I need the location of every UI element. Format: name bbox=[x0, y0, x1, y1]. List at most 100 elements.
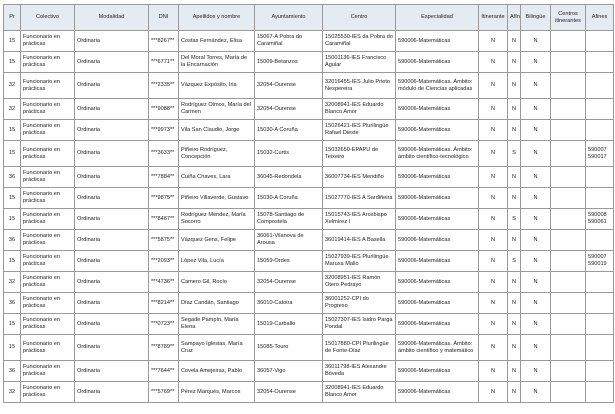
cell-dni: ***5875** bbox=[148, 229, 179, 251]
header-itinerante: Itinerante bbox=[478, 4, 508, 31]
cell-colectivo: Funcionario en prácticas bbox=[20, 292, 75, 314]
table-row: 36 Funcionario en prácticas Ordinaria ***82… bbox=[3, 292, 614, 314]
table-row: 32 Funcionario en prácticas Ordinaria ***23… bbox=[3, 72, 614, 99]
cell-itinerante: N bbox=[478, 140, 508, 167]
cell-itinerante: N bbox=[478, 229, 508, 251]
cell-colectivo: Funcionario en prácticas bbox=[20, 381, 75, 403]
cell-colectivo: Funcionario en prácticas bbox=[20, 72, 75, 99]
cell-pr: 32 bbox=[3, 271, 21, 293]
cell-modalidad: Ordinaria bbox=[74, 292, 149, 314]
cell-apellidos-nombre: López Vila, Lucía bbox=[178, 250, 255, 272]
table-row: 15 Funcionario en prácticas Ordinaria ***36… bbox=[3, 140, 614, 167]
cell-afin: N bbox=[507, 166, 521, 188]
cell-modalidad: Ordinaria bbox=[74, 140, 149, 167]
cell-centro: 15001136-IES Francisco Aguiar bbox=[322, 51, 396, 73]
cell-bilingue: N bbox=[520, 229, 551, 251]
cell-apellidos-nombre: Piñeiro Villaverde, Gustavo bbox=[178, 187, 255, 209]
cell-ayuntamiento: 32054-Ourense bbox=[254, 271, 323, 293]
cell-ayuntamiento: 15078-Santiago de Compostela bbox=[254, 208, 323, 230]
cell-pr: 36 bbox=[3, 292, 21, 314]
cell-dni: ***9973** bbox=[148, 119, 179, 141]
cell-pr: 36 bbox=[3, 229, 21, 251]
cell-apellidos-nombre: Covela Amejeiras, Pablo bbox=[178, 360, 255, 382]
cell-afin: N bbox=[507, 72, 521, 99]
cell-pr: 36 bbox=[3, 360, 21, 382]
cell-afines: 590007 590017 bbox=[585, 140, 614, 167]
cell-colectivo: Funcionario en prácticas bbox=[20, 140, 75, 167]
cell-ayuntamiento: 15009-Betanzos bbox=[254, 51, 323, 73]
cell-pr: 15 bbox=[3, 30, 21, 52]
cell-especialidad: 590006-Matemáticas. Ámbito: módulo de Ci… bbox=[395, 72, 479, 99]
cell-especialidad: 590006-Matemáticas bbox=[395, 292, 479, 314]
table-row: 32 Funcionario en prácticas Ordinaria ***47… bbox=[3, 271, 614, 293]
header-afines: Afines bbox=[585, 4, 614, 31]
cell-bilingue: N bbox=[520, 271, 551, 293]
cell-modalidad: Ordinaria bbox=[74, 250, 149, 272]
cell-modalidad: Ordinaria bbox=[74, 229, 149, 251]
cell-itinerante: N bbox=[478, 271, 508, 293]
cell-itinerante: N bbox=[478, 208, 508, 230]
cell-modalidad: Ordinaria bbox=[74, 187, 149, 209]
cell-centros-itinerantes bbox=[550, 72, 586, 99]
cell-modalidad: Ordinaria bbox=[74, 166, 149, 188]
cell-itinerante: N bbox=[478, 51, 508, 73]
cell-afines bbox=[585, 30, 614, 52]
cell-pr: 15 bbox=[3, 187, 21, 209]
cell-colectivo: Funcionario en prácticas bbox=[20, 313, 75, 335]
table-row: 32 Funcionario en prácticas Ordinaria ***57… bbox=[3, 381, 614, 403]
cell-centro: 32008951-IES Ramón Otero Pedrayo bbox=[322, 271, 396, 293]
cell-dni: ***2335** bbox=[148, 72, 179, 99]
cell-colectivo: Funcionario en prácticas bbox=[20, 250, 75, 272]
cell-centro: 32016455-IES Julio Prieto Nespereira bbox=[322, 72, 396, 99]
cell-apellidos-nombre: Sampayo Iglesias, María Cruz bbox=[178, 334, 255, 361]
cell-afin: N bbox=[507, 119, 521, 141]
cell-modalidad: Ordinaria bbox=[74, 381, 149, 403]
cell-especialidad: 590006-Matemáticas bbox=[395, 360, 479, 382]
cell-afin: N bbox=[507, 381, 521, 403]
cell-especialidad: 590006-Matemáticas. Ámbito: ámbito cient… bbox=[395, 334, 479, 361]
cell-modalidad: Ordinaria bbox=[74, 360, 149, 382]
cell-afin: N bbox=[507, 30, 521, 52]
table-row: 15 Funcionario en prácticas Ordinaria ***87… bbox=[3, 334, 614, 361]
cell-centro: 15017880-CPI Plurilingüe de Fonte-Díaz bbox=[322, 334, 396, 361]
cell-centros-itinerantes bbox=[550, 51, 586, 73]
cell-centros-itinerantes bbox=[550, 334, 586, 361]
cell-apellidos-nombre: Piñeiro Rodríguez, Concepción bbox=[178, 140, 255, 167]
cell-colectivo: Funcionario en prácticas bbox=[20, 360, 75, 382]
cell-afines bbox=[585, 98, 614, 120]
cell-ayuntamiento: 15030-A Coruña bbox=[254, 119, 323, 141]
table-header-row: Pr Colectivo Modalidad DNI Apellidos y nombr… bbox=[3, 4, 614, 31]
cell-afines bbox=[585, 334, 614, 361]
cell-itinerante: N bbox=[478, 381, 508, 403]
cell-modalidad: Ordinaria bbox=[74, 72, 149, 99]
cell-ayuntamiento: 36045-Redondela bbox=[254, 166, 323, 188]
cell-afines bbox=[585, 187, 614, 209]
cell-centros-itinerantes bbox=[550, 140, 586, 167]
cell-modalidad: Ordinaria bbox=[74, 119, 149, 141]
cell-dni: ***8214** bbox=[148, 292, 179, 314]
cell-colectivo: Funcionario en prácticas bbox=[20, 119, 75, 141]
header-especialidad: Especialidad bbox=[395, 4, 479, 31]
cell-centro: 15032650-EPAPU de Teixeiro bbox=[322, 140, 396, 167]
cell-centro: 15027770-IES A Sardiñeira bbox=[322, 187, 396, 209]
cell-colectivo: Funcionario en prácticas bbox=[20, 208, 75, 230]
cell-dni: ***2093** bbox=[148, 250, 179, 272]
cell-dni: ***3633** bbox=[148, 140, 179, 167]
cell-pr: 32 bbox=[3, 72, 21, 99]
cell-centros-itinerantes bbox=[550, 360, 586, 382]
cell-colectivo: Funcionario en prácticas bbox=[20, 334, 75, 361]
cell-ayuntamiento: 32054-Ourense bbox=[254, 98, 323, 120]
cell-especialidad: 590006-Matemáticas bbox=[395, 250, 479, 272]
cell-colectivo: Funcionario en prácticas bbox=[20, 229, 75, 251]
cell-afin: N bbox=[507, 51, 521, 73]
assignments-table: Pr Colectivo Modalidad DNI Apellidos y nombr… bbox=[3, 4, 614, 403]
cell-especialidad: 590006-Matemáticas. Ámbito: ámbito cient… bbox=[395, 140, 479, 167]
cell-especialidad: 590006-Matemáticas bbox=[395, 30, 479, 52]
table-row: 15 Funcionario en prácticas Ordinaria ***84… bbox=[3, 208, 614, 230]
cell-centro: 32008941-IES Eduardo Blanco Amor bbox=[322, 98, 396, 120]
cell-modalidad: Ordinaria bbox=[74, 208, 149, 230]
cell-centro: 36019414-IES A Basella bbox=[322, 229, 396, 251]
cell-apellidos-nombre: Rodríguez Olmos, María del Carmen bbox=[178, 98, 255, 120]
cell-centro: 15026421-IES Plurilingüe Rafael Dieste bbox=[322, 119, 396, 141]
cell-ayuntamiento: 15059-Ordes bbox=[254, 250, 323, 272]
